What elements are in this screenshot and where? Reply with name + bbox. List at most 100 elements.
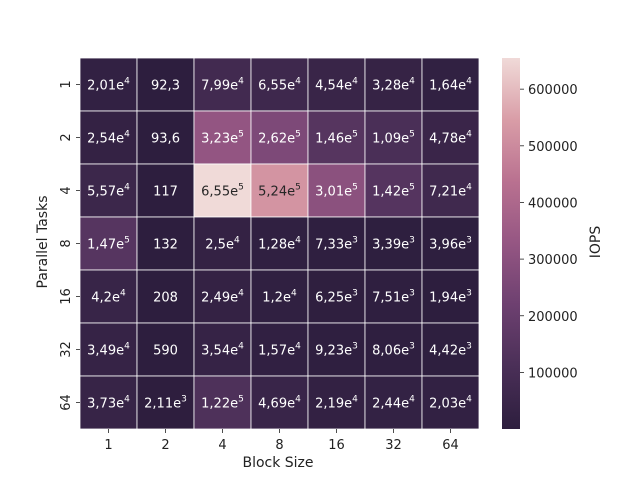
- cell-annotation-exponent: 5: [238, 395, 244, 405]
- cell-annotation-mantissa: 208: [153, 291, 178, 306]
- cell-annotation: 92,3: [151, 79, 180, 94]
- cell-annotation: 208: [153, 291, 178, 306]
- heatmap-cell: [364, 163, 423, 218]
- cell-annotation: 4,54e4: [315, 77, 358, 94]
- cell-annotation-mantissa: 5,57e: [87, 185, 124, 200]
- heatmap-cell: [307, 269, 366, 324]
- cell-annotation: 2,54e4: [87, 130, 130, 147]
- cell-annotation-mantissa: 1,64e: [429, 79, 466, 94]
- cell-annotation-exponent: 4: [124, 77, 130, 87]
- cell-annotation-mantissa: 1,22e: [201, 397, 238, 412]
- heatmap-cell: [193, 322, 252, 377]
- cell-annotation: 4,78e4: [429, 130, 472, 147]
- cell-annotation-exponent: 4: [295, 395, 301, 405]
- cell-annotation: 6,25e3: [315, 289, 358, 306]
- heatmap-cell: [250, 269, 309, 324]
- cell-annotation: 1,28e4: [258, 236, 301, 253]
- cell-annotation: 2,44e4: [372, 395, 415, 412]
- heatmap-cell: [79, 375, 138, 430]
- cell-annotation: 2,5e4: [205, 236, 240, 253]
- cell-annotation-mantissa: 92,3: [151, 79, 180, 94]
- heatmap-cell: [364, 57, 423, 112]
- cell-annotation: 2,62e5: [258, 130, 301, 147]
- cell-annotation-exponent: 4: [120, 289, 126, 299]
- cell-annotation-exponent: 4: [124, 130, 130, 140]
- cell-annotation-exponent: 3: [466, 289, 472, 299]
- heatmap-cell: [421, 110, 480, 165]
- cell-annotation-mantissa: 3,28e: [372, 79, 409, 94]
- cell-annotation: 2,49e4: [201, 289, 244, 306]
- cell-annotation-mantissa: 132: [153, 238, 178, 253]
- heatmap-cell: [250, 163, 309, 218]
- cell-annotation-exponent: 3: [409, 342, 415, 352]
- cell-annotation-mantissa: 1,47e: [87, 238, 124, 253]
- cell-annotation-exponent: 5: [352, 130, 358, 140]
- y-tick-label: 2: [59, 133, 74, 141]
- cell-annotation-exponent: 4: [352, 77, 358, 87]
- cell-annotation-exponent: 5: [295, 130, 301, 140]
- cell-annotation: 1,22e5: [201, 395, 244, 412]
- y-tick-label: 16: [59, 288, 74, 305]
- cell-annotation-mantissa: 4,54e: [315, 79, 352, 94]
- cell-annotation-exponent: 3: [352, 342, 358, 352]
- cell-annotation-mantissa: 2,03e: [429, 397, 466, 412]
- cell-annotation-mantissa: 7,21e: [429, 185, 466, 200]
- cell-annotation: 1,2e4: [262, 289, 297, 306]
- y-axis-label: Parallel Tasks: [35, 196, 51, 289]
- cell-annotation-mantissa: 93,6: [151, 132, 180, 147]
- cell-annotation-mantissa: 4,2e: [91, 291, 120, 306]
- cell-annotation: 117: [153, 185, 178, 200]
- y-axis-ticks: 1 2 4 8 16 32 64: [59, 80, 80, 411]
- x-tick-label: 64: [442, 438, 459, 453]
- cell-annotation-mantissa: 590: [153, 344, 178, 359]
- cell-annotation-mantissa: 7,33e: [315, 238, 352, 253]
- heatmap-cell: [364, 322, 423, 377]
- colorbar: 100000 200000 300000 400000 500000 600000 IOP…: [502, 58, 604, 429]
- cell-annotation-mantissa: 8,06e: [372, 344, 409, 359]
- cell-annotation-mantissa: 6,25e: [315, 291, 352, 306]
- cell-annotation: 8,06e3: [372, 342, 415, 359]
- cell-annotation: 1,46e5: [315, 130, 358, 147]
- cell-annotation-mantissa: 2,62e: [258, 132, 295, 147]
- heatmap-cell: [193, 269, 252, 324]
- cell-annotation-mantissa: 1,09e: [372, 132, 409, 147]
- x-tick-label: 2: [161, 438, 169, 453]
- cell-annotation-mantissa: 3,73e: [87, 397, 124, 412]
- colorbar-tick-label: 500000: [528, 140, 578, 155]
- heatmap-cell: [193, 375, 252, 430]
- cell-annotation-mantissa: 3,96e: [429, 238, 466, 253]
- colorbar-tick-label: 600000: [528, 83, 578, 98]
- cell-annotation-mantissa: 2,5e: [205, 238, 234, 253]
- cell-annotation: 6,55e4: [258, 77, 301, 94]
- heatmap-cell: [193, 163, 252, 218]
- heatmap-cell: [307, 375, 366, 430]
- cell-annotation: 7,51e3: [372, 289, 415, 306]
- cell-annotation-mantissa: 4,69e: [258, 397, 295, 412]
- cell-annotation-mantissa: 1,94e: [429, 291, 466, 306]
- heatmap-cell: [79, 57, 138, 112]
- cell-annotation-mantissa: 6,55e: [201, 185, 238, 200]
- cell-annotation-mantissa: 6,55e: [258, 79, 295, 94]
- heatmap-cell: [193, 57, 252, 112]
- heatmap-cell: [136, 216, 195, 271]
- cell-annotation-exponent: 4: [238, 77, 244, 87]
- y-tick-label: 4: [59, 186, 74, 194]
- cell-annotation-exponent: 5: [238, 183, 244, 193]
- colorbar-label: IOPS: [588, 226, 604, 259]
- colorbar-tick-label: 400000: [528, 196, 578, 211]
- x-tick-label: 16: [328, 438, 345, 453]
- cell-annotation-mantissa: 1,46e: [315, 132, 352, 147]
- cell-annotation: 93,6: [151, 132, 180, 147]
- cell-annotation: 7,33e3: [315, 236, 358, 253]
- cell-annotation: 3,23e5: [201, 130, 244, 147]
- cell-annotation-exponent: 4: [466, 395, 472, 405]
- heatmap-cell: [421, 269, 480, 324]
- heatmap-cell: [307, 216, 366, 271]
- heatmap-cell: [307, 163, 366, 218]
- cell-annotation-exponent: 3: [466, 236, 472, 246]
- cell-annotation: 1,94e3: [429, 289, 472, 306]
- cell-annotation-mantissa: 2,01e: [87, 79, 124, 94]
- heatmap-cell: [421, 322, 480, 377]
- cell-annotation: 3,54e4: [201, 342, 244, 359]
- cell-annotation-exponent: 3: [352, 289, 358, 299]
